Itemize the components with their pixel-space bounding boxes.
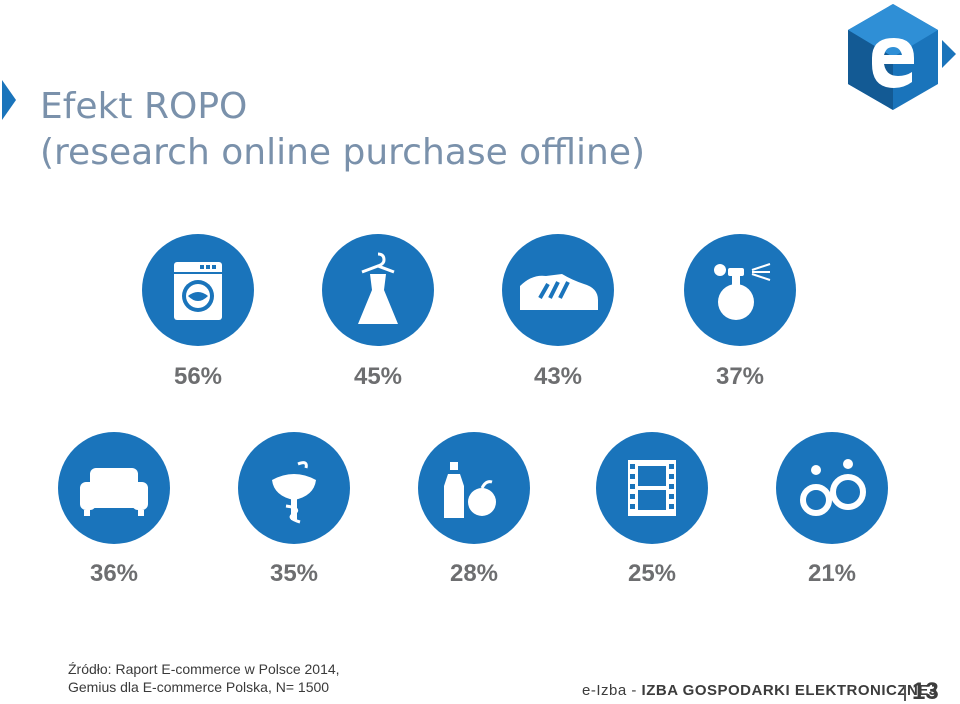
perfume-icon — [684, 234, 796, 346]
footer-brand: e-Izba - IZBA GOSPODARKI ELEKTRONICZNEJ — [582, 682, 938, 699]
category-circle-clothing — [322, 234, 434, 346]
footer-brand-name: e-Izba — [582, 682, 627, 699]
footer-org-name: IZBA GOSPODARKI ELEKTRONICZNEJ — [642, 682, 938, 699]
percent-pharmacy: 35% — [224, 560, 364, 588]
source-line-1: Źródło: Raport E-commerce w Polsce 2014, — [68, 660, 340, 678]
percent-shoes: 43% — [488, 363, 628, 391]
footer-divider — [904, 685, 906, 701]
category-circle-furniture — [58, 432, 170, 544]
percent-food: 28% — [404, 560, 544, 588]
slide-title: Efekt ROPO (research online purchase off… — [40, 84, 645, 176]
percent-jewelry: 21% — [762, 560, 902, 588]
category-circle-pharmacy — [238, 432, 350, 544]
e-izba-logo — [838, 2, 958, 122]
source-note: Źródło: Raport E-commerce w Polsce 2014,… — [68, 660, 340, 696]
percent-furniture: 36% — [44, 560, 184, 588]
category-circle-appliances — [142, 234, 254, 346]
sneaker-icon — [502, 234, 614, 346]
category-circle-cosmetics — [684, 234, 796, 346]
dress-icon — [322, 234, 434, 346]
footer-separator: - — [627, 682, 642, 699]
food-drink-icon — [418, 432, 530, 544]
percent-media: 25% — [582, 560, 722, 588]
percent-clothing: 45% — [308, 363, 448, 391]
category-circle-shoes — [502, 234, 614, 346]
sofa-icon — [58, 432, 170, 544]
title-line-1: Efekt ROPO — [40, 84, 645, 130]
category-circle-jewelry — [776, 432, 888, 544]
pharmacy-icon — [238, 432, 350, 544]
category-circle-media — [596, 432, 708, 544]
category-circle-food — [418, 432, 530, 544]
earrings-icon — [776, 432, 888, 544]
title-line-2: (research online purchase offline) — [40, 130, 645, 176]
source-line-2: Gemius dla E-commerce Polska, N= 1500 — [68, 678, 340, 696]
page-number: 13 — [912, 678, 939, 704]
decorative-arrow-icon — [2, 80, 18, 120]
washing-machine-icon — [142, 234, 254, 346]
film-icon — [596, 432, 708, 544]
percent-appliances: 56% — [128, 363, 268, 391]
percent-cosmetics: 37% — [670, 363, 810, 391]
